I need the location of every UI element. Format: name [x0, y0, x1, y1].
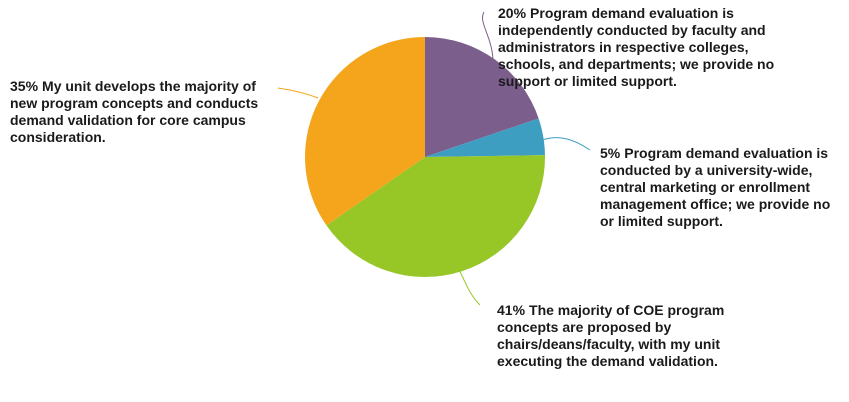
- slice-label-20-text: Program demand evaluation is independent…: [498, 5, 775, 89]
- pie-slices: [305, 37, 546, 277]
- pie-slice-35: [305, 37, 425, 226]
- leader-line-s35: [277, 87, 319, 99]
- pie-slice-5: [425, 118, 545, 157]
- slice-label-5-percent: 5%: [600, 145, 621, 161]
- slice-label-5-text: Program demand evaluation is conducted b…: [600, 145, 831, 229]
- slice-label-35-text: My unit develops the majority of new pro…: [10, 78, 259, 145]
- slice-label-41-percent: 41%: [497, 302, 526, 318]
- slice-label-35: 35% My unit develops the majority of new …: [10, 78, 272, 146]
- leader-lines: [277, 11, 591, 306]
- slice-label-35-percent: 35%: [10, 78, 39, 94]
- pie-slice-20: [425, 37, 539, 157]
- pie-slice-41: [326, 155, 546, 277]
- slice-label-20: 20% Program demand evaluation is independ…: [498, 5, 788, 90]
- slice-label-41-text: The majority of COE program concepts are…: [497, 302, 725, 369]
- slice-label-20-percent: 20%: [498, 5, 527, 21]
- slice-label-41: 41% The majority of COE program concepts …: [497, 302, 757, 370]
- leader-line-s41: [457, 267, 481, 306]
- leader-line-s5: [541, 137, 591, 151]
- slice-label-5: 5% Program demand evaluation is conducted…: [600, 145, 848, 230]
- leader-line-s20: [482, 11, 494, 61]
